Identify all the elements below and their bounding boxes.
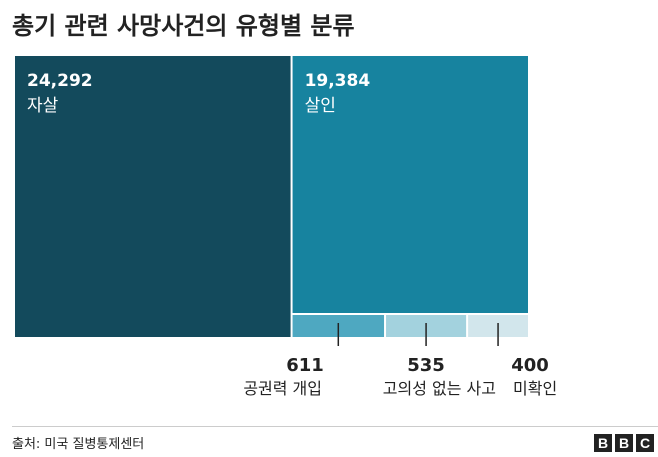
callout-label-unintentional: 고의성 없는 사고 (383, 379, 496, 398)
logo-letter: B (594, 434, 612, 452)
footer-divider (12, 426, 658, 427)
callout-label-undetermined: 미확인 (513, 379, 557, 398)
callout-value-undetermined: 400 (511, 355, 549, 376)
bbc-logo: B B C (594, 434, 654, 452)
cell-value-suicide: 24,292 (27, 71, 93, 91)
callout-value-unintentional: 535 (407, 355, 445, 376)
logo-letter: C (636, 434, 654, 452)
cell-label-suicide: 자살 (27, 96, 59, 116)
chart-title: 총기 관련 사망사건의 유형별 분류 (12, 12, 355, 40)
logo-letter: B (615, 434, 633, 452)
cell-label-homicide: 살인 (305, 96, 336, 116)
treemap-cell-suicide (15, 56, 291, 337)
cell-value-homicide: 19,384 (305, 71, 371, 91)
treemap-cell-homicide (292, 56, 528, 313)
treemap-chart: 24,292 자살 19,384 살인 611 공권력 개입 535 고의성 없는 사고 400… (15, 56, 557, 398)
callout-value-police: 611 (286, 355, 324, 376)
callout-label-police: 공권력 개입 (243, 379, 322, 398)
source-note: 출처: 미국 질병통제센터 (12, 437, 145, 452)
